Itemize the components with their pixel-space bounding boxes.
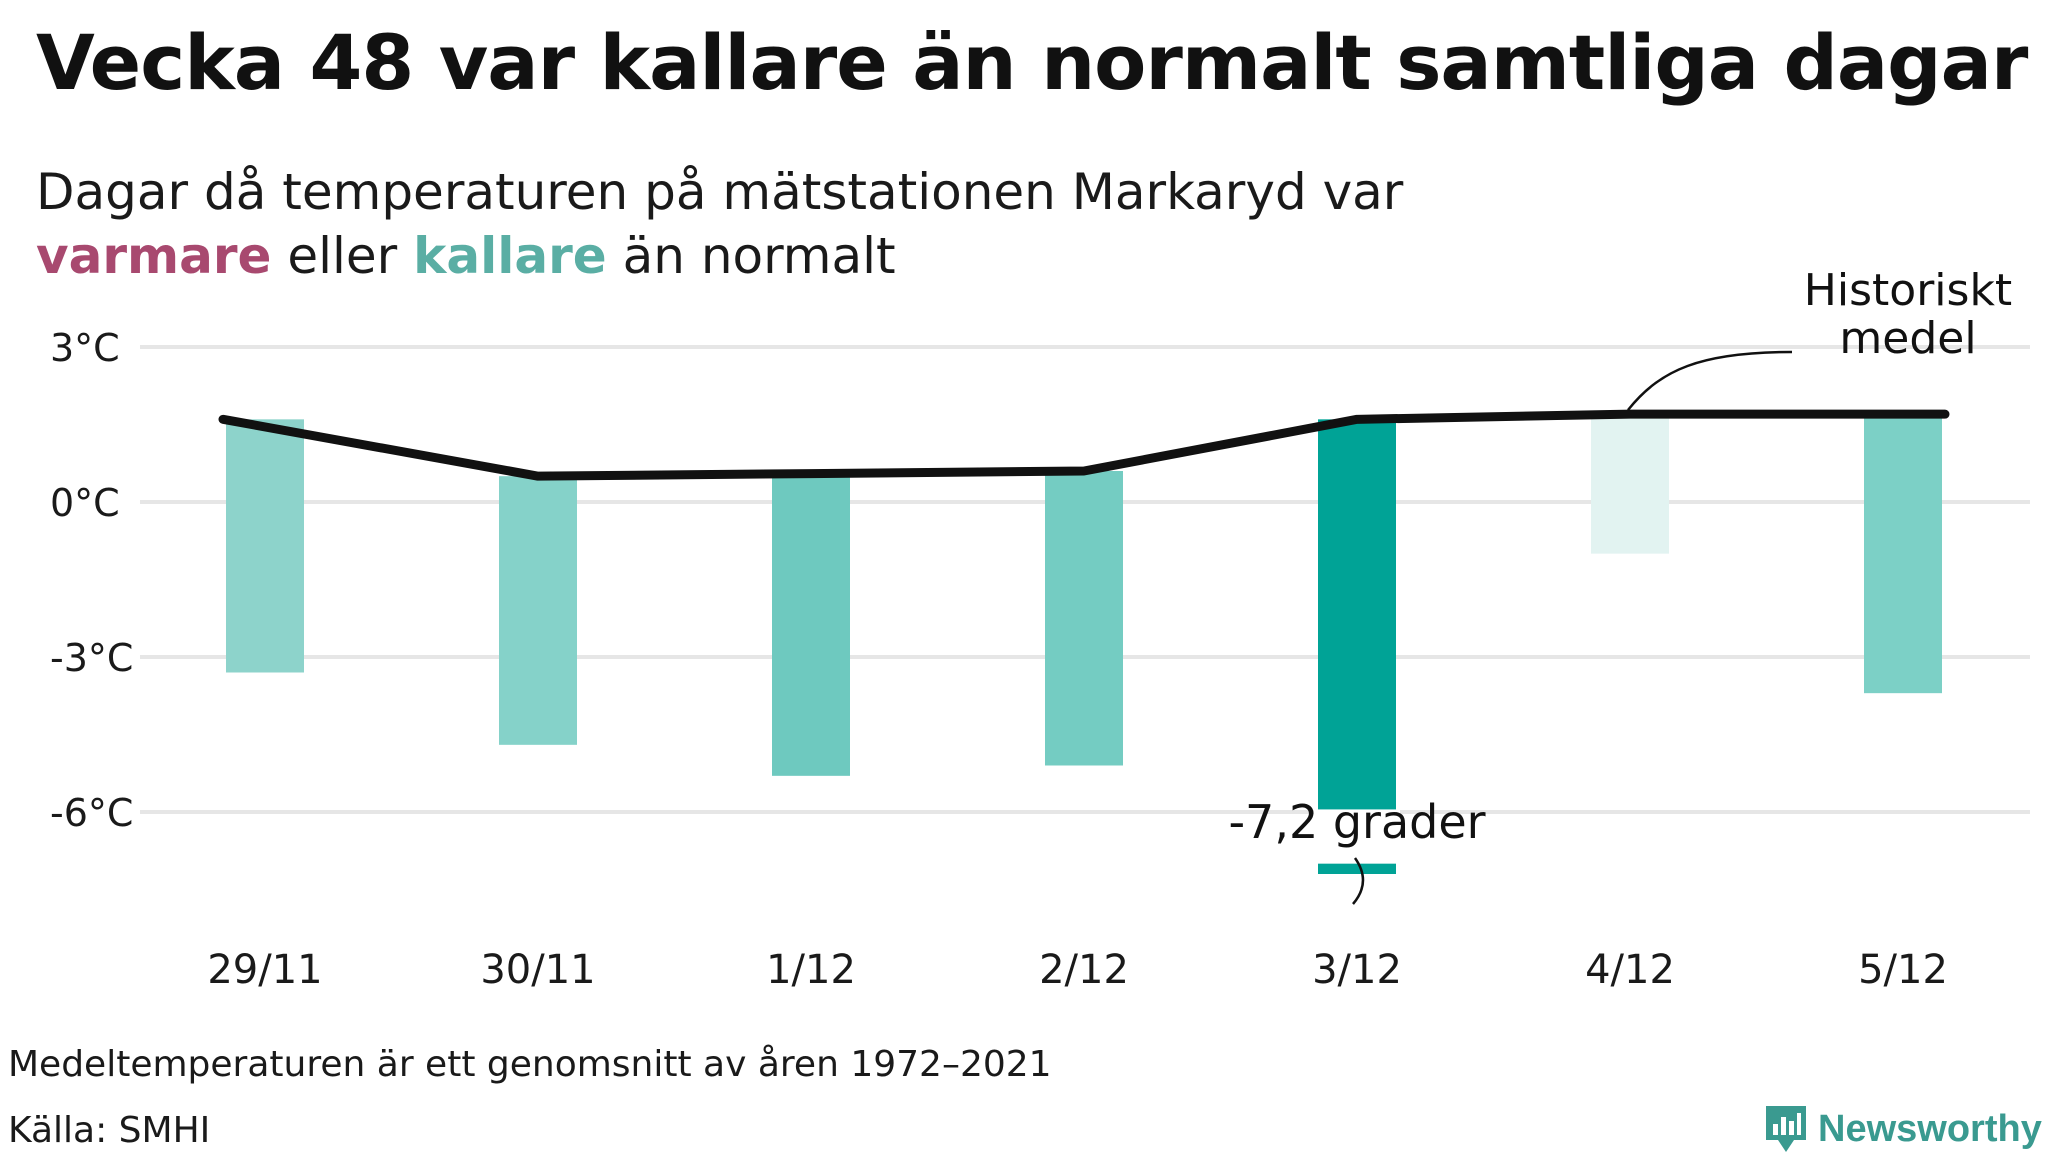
- subtitle-connector: eller: [287, 227, 398, 285]
- x-tick-label: 2/12: [1039, 947, 1129, 993]
- min-value-label: -7,2 grader: [1228, 795, 1485, 849]
- footnote: Medeltemperaturen är ett genomsnitt av å…: [8, 1044, 1052, 1085]
- bar: [1864, 414, 1942, 694]
- temperature-chart: 3°C 0°C -3°C -6°C 29/11 30/11 1/12 2/12 3/12 4/12…: [50, 265, 2030, 993]
- newsworthy-logo: Newsworthy: [1764, 1104, 2042, 1154]
- bar: [1318, 419, 1396, 874]
- x-tick-label: 3/12: [1312, 947, 1402, 993]
- bar: [226, 419, 304, 673]
- mean-line-leader: [1627, 350, 1793, 411]
- annotation-gap: [1314, 809, 1400, 864]
- subtitle-line-1: Dagar då temperaturen på mätstationen Ma…: [36, 163, 1404, 221]
- bar: [1045, 471, 1123, 766]
- x-tick-label: 30/11: [480, 947, 595, 993]
- subtitle-line-2: varmare eller kallare än normalt: [36, 224, 1403, 288]
- chart-title: Vecka 48 var kallare än normalt samtliga…: [36, 18, 2028, 107]
- y-tick-label: 3°C: [50, 326, 120, 370]
- logo-text: Newsworthy: [1818, 1107, 2042, 1150]
- newsworthy-chart-icon: [1766, 1106, 1806, 1152]
- x-tick-label: 1/12: [766, 947, 856, 993]
- y-tick-label: -3°C: [50, 636, 133, 680]
- x-tick-label: 4/12: [1585, 947, 1675, 993]
- legend-warm-word: varmare: [36, 227, 272, 285]
- mean-line: [218, 409, 1950, 481]
- mean-line-label: medel: [1839, 313, 1976, 364]
- source-note: Källa: SMHI: [8, 1110, 211, 1151]
- bar: [499, 476, 577, 745]
- bar: [772, 473, 850, 776]
- bar: [1591, 414, 1669, 554]
- legend-cold-word: kallare: [413, 227, 607, 285]
- x-tick-label: 29/11: [207, 947, 322, 993]
- y-tick-label: 0°C: [50, 481, 120, 525]
- chart-subtitle: Dagar då temperaturen på mätstationen Ma…: [36, 160, 1403, 288]
- mean-line-label: Historiskt: [1804, 265, 2012, 316]
- y-tick-label: -6°C: [50, 791, 133, 835]
- x-tick-label: 5/12: [1858, 947, 1948, 993]
- min-value-leader: [1352, 857, 1365, 905]
- subtitle-tail: än normalt: [622, 227, 896, 285]
